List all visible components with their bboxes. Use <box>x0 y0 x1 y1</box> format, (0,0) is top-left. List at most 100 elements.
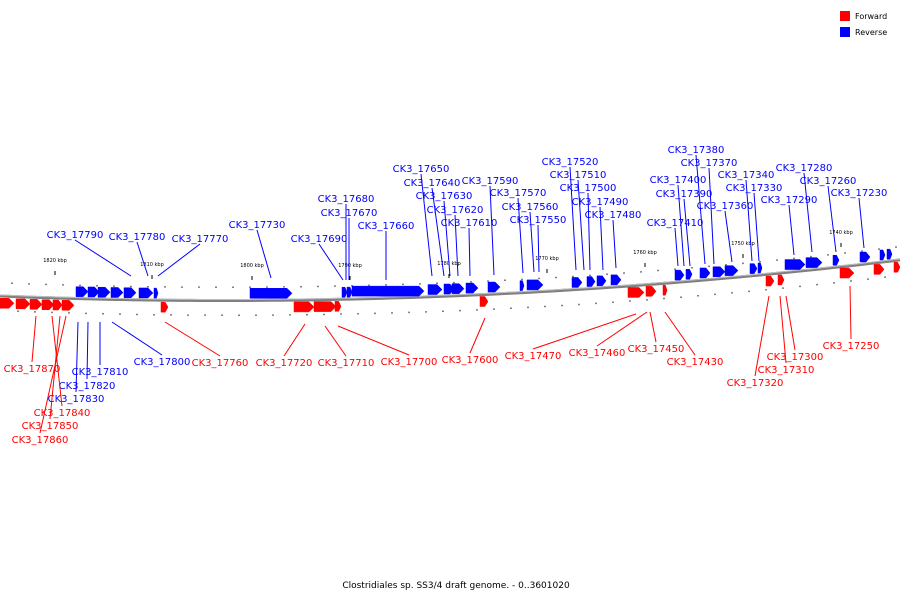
gene-leader-line <box>443 200 451 277</box>
scale-tick-label: 1760 kbp <box>633 250 657 256</box>
gene-label-ck3-17410: CK3_17410 <box>647 218 704 229</box>
gene-leader-line <box>788 204 795 256</box>
gene-leader-line <box>283 323 306 357</box>
reverse-gene-arrow <box>699 267 711 279</box>
gene-leader-line <box>431 187 445 277</box>
gene-label-ck3-17280: CK3_17280 <box>776 163 833 174</box>
forward-gene-arrow <box>627 287 645 298</box>
gene-label-ck3-17510: CK3_17510 <box>550 170 607 181</box>
gene-label-ck3-17860: CK3_17860 <box>12 435 69 446</box>
gene-leader-line <box>599 206 604 271</box>
reverse-gene-arrow <box>87 286 100 298</box>
forward-gene-arrow <box>334 301 342 312</box>
genome-backbone <box>0 258 900 302</box>
reverse-gene-arrow <box>526 279 544 291</box>
gene-label-ck3-17330: CK3_17330 <box>726 183 783 194</box>
gene-label-ck3-17700: CK3_17700 <box>381 357 438 368</box>
gene-leader-line <box>827 185 837 253</box>
reverse-gene-arrow <box>712 266 726 278</box>
gene-label-ck3-17600: CK3_17600 <box>442 355 499 366</box>
gene-label-ck3-17660: CK3_17660 <box>358 221 415 232</box>
reverse-gene-arrow <box>451 283 465 294</box>
gene-label-ck3-17610: CK3_17610 <box>441 218 498 229</box>
gene-leader-line <box>664 311 696 356</box>
gene-leader-line <box>256 229 272 279</box>
gene-leader-line <box>577 179 585 271</box>
reverse-gene-arrow <box>249 288 293 299</box>
gene-label-ck3-17290: CK3_17290 <box>761 195 818 206</box>
gene-leader-line <box>745 179 753 262</box>
gene-leader-line <box>587 192 591 271</box>
gene-leader-line <box>74 239 132 277</box>
gene-leader-line <box>674 227 679 267</box>
reverse-gene-arrow <box>75 286 89 297</box>
reverse-gene-arrow <box>487 281 501 293</box>
scale-tick-label: 1790 kbp <box>338 263 362 269</box>
gene-label-ck3-17770: CK3_17770 <box>172 234 229 245</box>
gene-label-ck3-17250: CK3_17250 <box>823 341 880 352</box>
gene-leader-line <box>569 166 577 271</box>
gene-label-ck3-17480: CK3_17480 <box>585 210 642 221</box>
gene-label-ck3-17760: CK3_17760 <box>192 358 249 369</box>
reverse-gene-arrow <box>749 263 758 274</box>
reverse-gene-arrow <box>153 287 159 299</box>
gene-leader-line <box>532 313 637 350</box>
reverse-gene-arrow <box>886 248 893 260</box>
reverse-gene-arrow <box>784 259 806 270</box>
gene-leader-line <box>31 315 37 363</box>
scale-tick-label: 1770 kbp <box>535 256 559 262</box>
gene-label-ck3-17230: CK3_17230 <box>831 188 888 199</box>
reverse-gene-arrow <box>724 265 739 276</box>
forward-gene-arrow <box>777 274 785 286</box>
gene-label-ck3-17730: CK3_17730 <box>229 220 286 231</box>
forward-gene-arrow <box>61 300 75 311</box>
gene-label-ck3-17490: CK3_17490 <box>572 197 629 208</box>
gene-label-ck3-17500: CK3_17500 <box>560 183 617 194</box>
gene-label-ck3-17550: CK3_17550 <box>510 215 567 226</box>
gene-leader-line <box>858 197 865 249</box>
gene-leader-line <box>49 315 61 420</box>
gene-label-ck3-17590: CK3_17590 <box>462 176 519 187</box>
gene-label-ck3-17800: CK3_17800 <box>134 357 191 368</box>
gene-leader-line <box>468 227 471 277</box>
gene-label-ck3-17790: CK3_17790 <box>47 230 104 241</box>
forward-gene-arrow <box>52 299 63 311</box>
gene-label-ck3-17470: CK3_17470 <box>505 351 562 362</box>
reverse-gene-arrow <box>571 277 583 288</box>
gene-leader-line <box>529 211 535 273</box>
legend-label-reverse: Reverse <box>855 28 887 37</box>
gene-label-ck3-17390: CK3_17390 <box>656 189 713 200</box>
gene-label-ck3-17300: CK3_17300 <box>767 352 824 363</box>
gene-label-ck3-17400: CK3_17400 <box>650 175 707 186</box>
forward-gene-arrow <box>839 267 855 279</box>
forward-gene-arrow <box>29 299 43 310</box>
legend-label-forward: Forward <box>855 12 887 21</box>
gene-label-ck3-17360: CK3_17360 <box>697 201 754 212</box>
gene-leader-line <box>596 311 648 347</box>
forward-gene-arrow <box>765 275 775 287</box>
gene-leader-line <box>753 192 760 262</box>
gene-label-ck3-17570: CK3_17570 <box>490 188 547 199</box>
gene-label-ck3-17820: CK3_17820 <box>59 381 116 392</box>
forward-gene-arrow <box>873 264 885 275</box>
reverse-gene-arrow <box>610 274 622 286</box>
gene-leader-line <box>157 243 201 277</box>
gene-leader-line <box>469 317 486 354</box>
gene-label-ck3-17260: CK3_17260 <box>800 176 857 187</box>
gene-label-ck3-17620: CK3_17620 <box>427 205 484 216</box>
reverse-gene-arrow <box>351 285 425 297</box>
gene-leader-line <box>337 325 410 356</box>
gene-leader-line <box>318 243 344 281</box>
reverse-gene-arrow <box>97 286 111 298</box>
reverse-gene-arrow <box>859 251 871 263</box>
gene-label-ck3-17450: CK3_17450 <box>628 344 685 355</box>
gene-label-ck3-17690: CK3_17690 <box>291 234 348 245</box>
scale-tick-label: 1800 kbp <box>240 263 264 269</box>
gene-leader-line <box>111 321 163 356</box>
gene-label-ck3-17430: CK3_17430 <box>667 357 724 368</box>
reverse-gene-arrow <box>674 269 685 281</box>
gene-label-ck3-17460: CK3_17460 <box>569 348 626 359</box>
gene-label-ck3-17680: CK3_17680 <box>318 194 375 205</box>
forward-gene-arrow <box>41 299 55 310</box>
gene-leader-line <box>754 295 770 377</box>
